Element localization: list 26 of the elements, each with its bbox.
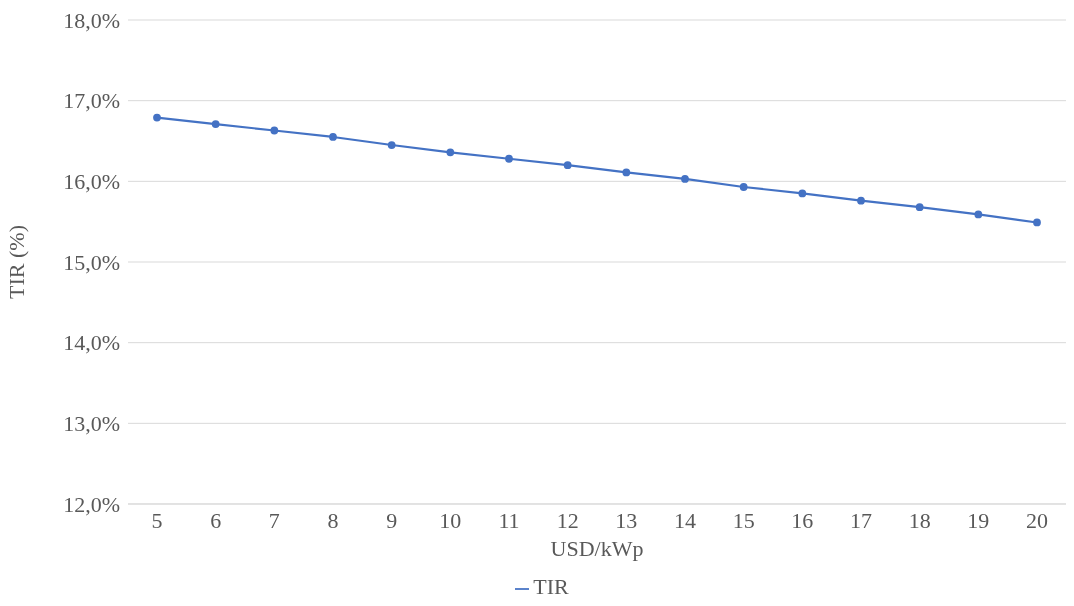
y-tick-label: 16,0% xyxy=(63,169,120,195)
y-tick-label: 13,0% xyxy=(63,411,120,437)
y-tick-label: 14,0% xyxy=(63,330,120,356)
x-tick-label: 10 xyxy=(439,507,462,533)
legend-label: TIR xyxy=(533,574,569,599)
y-tick-label: 17,0% xyxy=(63,88,120,114)
x-tick-label: 9 xyxy=(386,507,398,533)
x-tick-label: 19 xyxy=(967,507,990,533)
x-tick-label: 8 xyxy=(327,507,339,533)
x-tick-label: 11 xyxy=(498,507,520,533)
x-tick-label: 7 xyxy=(268,507,280,533)
x-axis-title: USD/kWp xyxy=(550,536,644,561)
x-tick-label: 15 xyxy=(732,507,755,533)
y-tick-label: 15,0% xyxy=(63,249,120,275)
x-tick-label: 5 xyxy=(151,507,163,533)
x-tick-label: 16 xyxy=(791,507,814,533)
x-tick-label: 20 xyxy=(1026,507,1048,533)
x-tick-label: 17 xyxy=(850,507,872,533)
y-tick-label: 12,0% xyxy=(63,491,120,517)
x-tick-label: 18 xyxy=(908,507,931,533)
x-tick-label: 12 xyxy=(556,507,579,533)
y-tick-label: 18,0% xyxy=(63,7,120,33)
x-tick-label: 6 xyxy=(210,507,222,533)
y-axis-title: TIR (%) xyxy=(3,225,29,299)
x-tick-label: 14 xyxy=(674,507,696,533)
x-tick-label: 13 xyxy=(615,507,638,533)
